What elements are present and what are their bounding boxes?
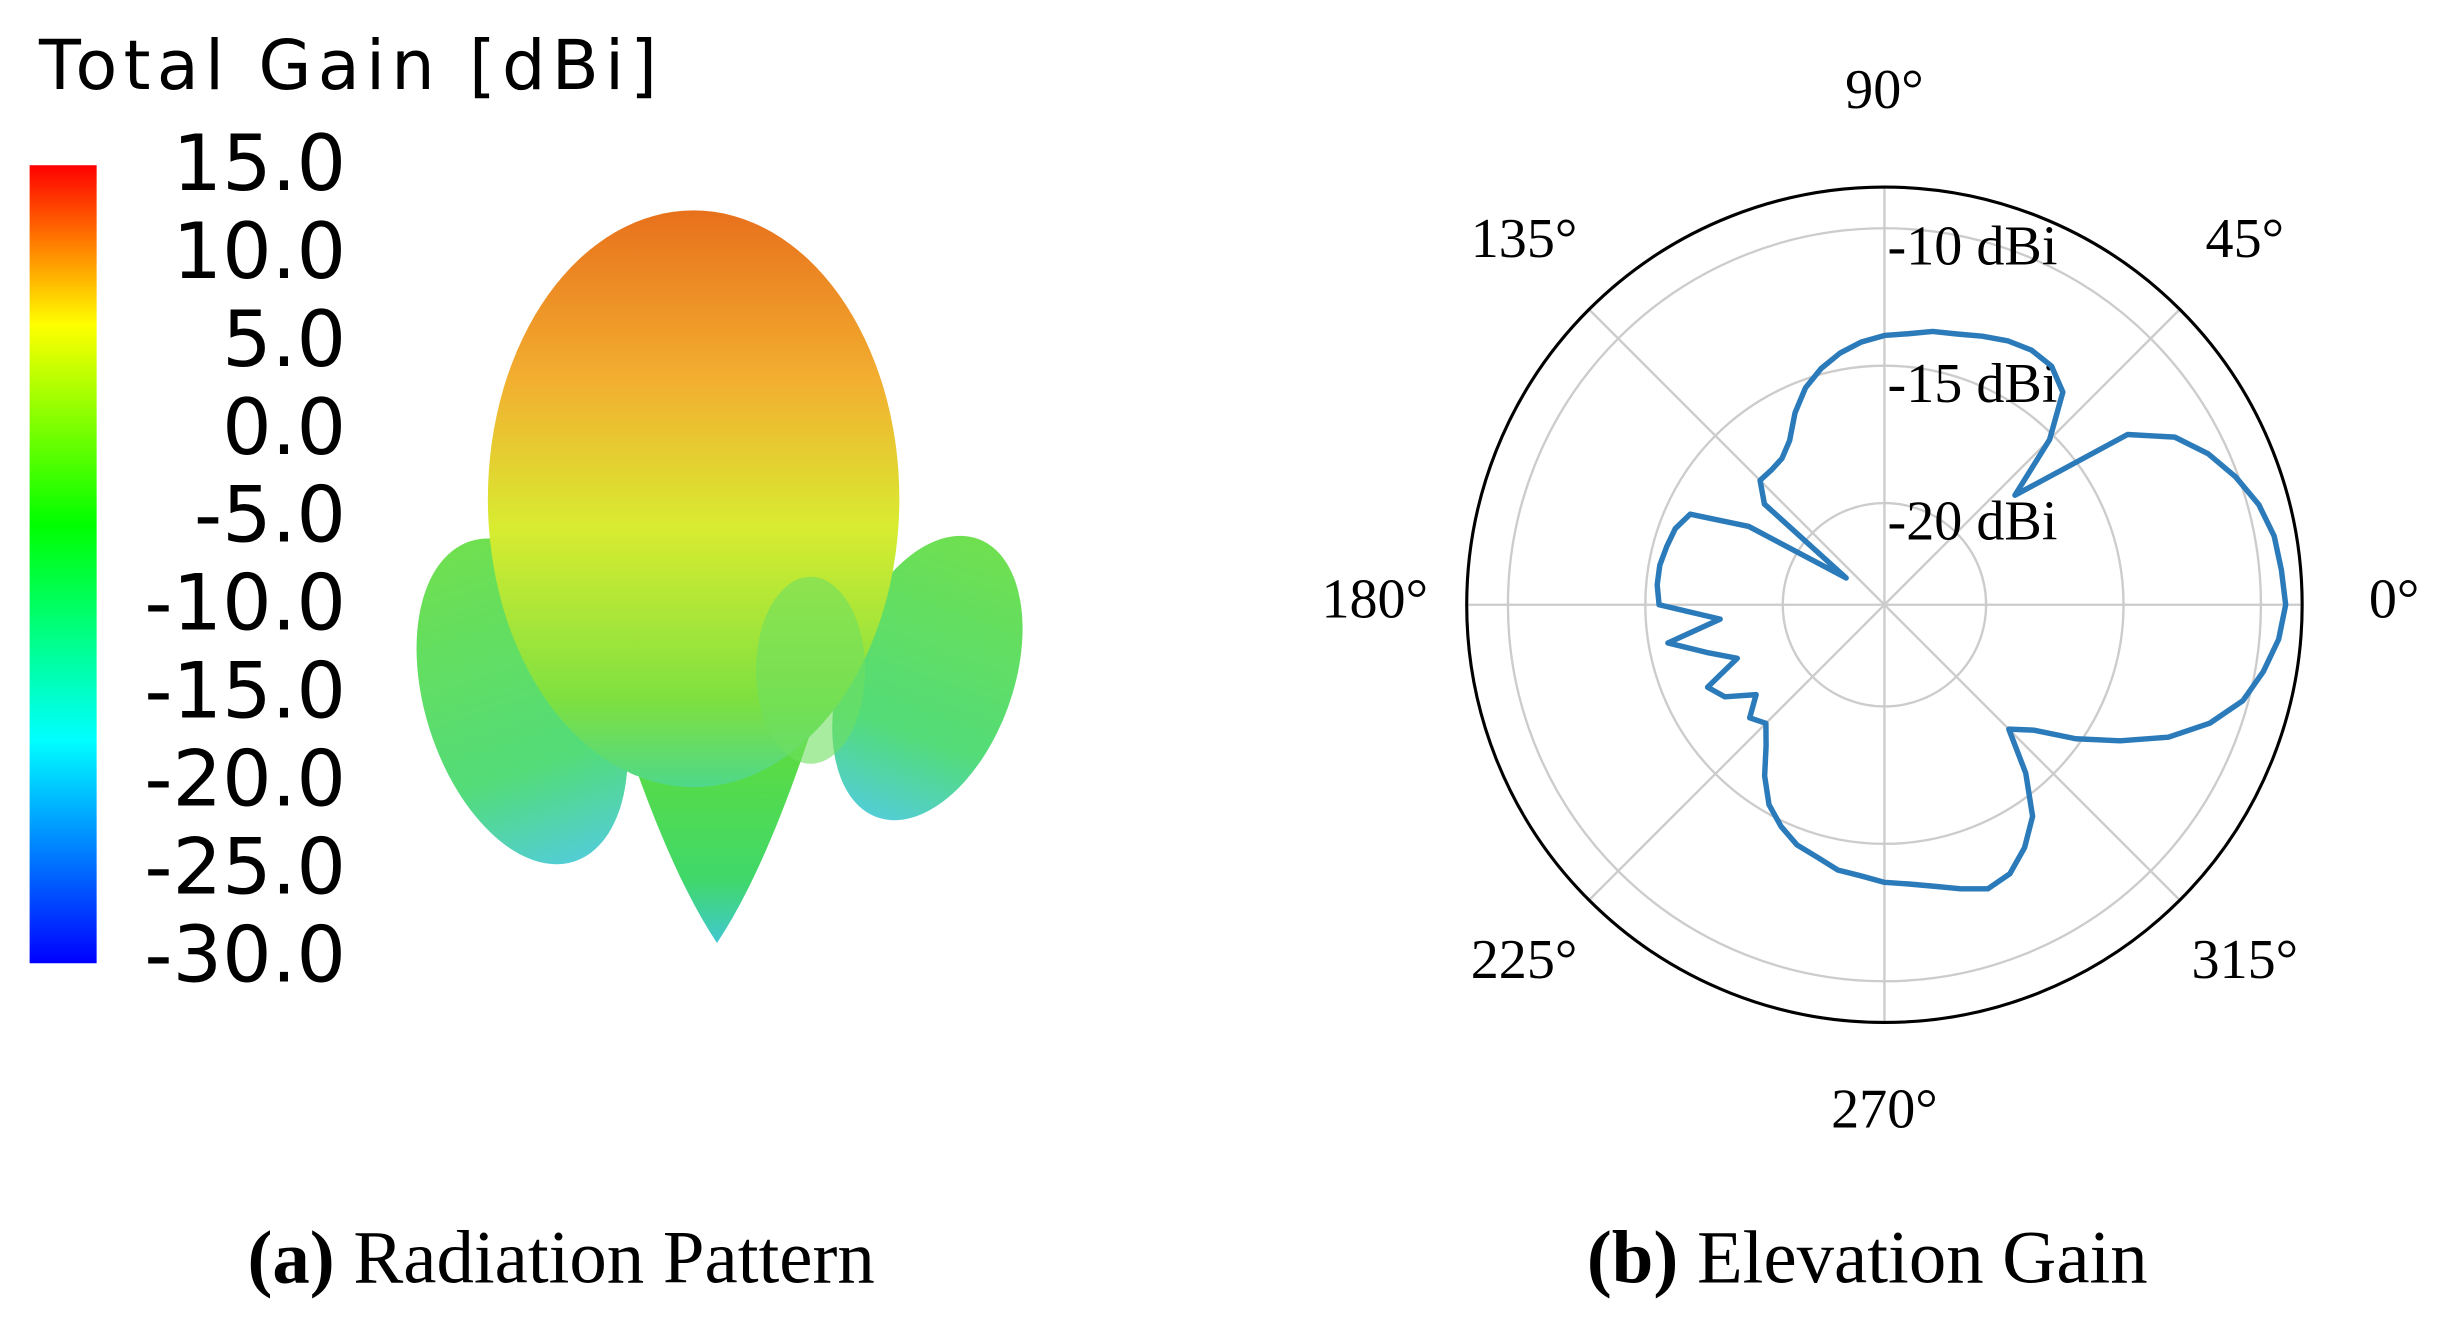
colorbar-tick-label: 0.0: [222, 383, 346, 473]
polar-frame: [1465, 185, 2304, 1025]
theta-tick-label: 135°: [1471, 208, 1578, 270]
colorbar: [29, 165, 97, 964]
colorbar-tick-label: -25.0: [144, 823, 346, 913]
theta-tick-label: 270°: [1831, 1078, 1938, 1140]
r-tick-label: -20 dBi: [1888, 490, 2058, 552]
r-tick-label: -10 dBi: [1888, 216, 2058, 278]
side-lobe: [755, 576, 866, 764]
caption-text: Radiation Pattern: [353, 1217, 874, 1300]
caption: (a) Radiation Pattern: [247, 1217, 874, 1300]
r-tick-label: -15 dBi: [1888, 353, 2058, 415]
caption-tag: (b): [1587, 1217, 1678, 1300]
pattern-3d: [416, 210, 1023, 943]
grid-spoke: [1588, 603, 1886, 901]
theta-tick-label: 315°: [2192, 929, 2299, 991]
colorbar-tick-label: -30.0: [144, 911, 346, 1001]
caption: (b) Elevation Gain: [1587, 1217, 2148, 1300]
colorbar-tick-label: -15.0: [144, 647, 346, 737]
colorbar-tick-label: -5.0: [194, 471, 346, 561]
theta-tick-label: 225°: [1471, 929, 1578, 991]
theta-tick-label: 90°: [1845, 59, 1924, 121]
caption-tag: (a): [247, 1217, 334, 1300]
colorbar-tick-label: 15.0: [173, 119, 347, 209]
colorbar-tick-label: 5.0: [222, 295, 346, 385]
theta-tick-label: 0°: [2369, 569, 2420, 631]
theta-tick-label: 180°: [1321, 569, 1428, 631]
gain-curve: [1654, 328, 2289, 892]
grid-spoke: [1883, 603, 2181, 901]
colorbar-tick-label: -10.0: [144, 559, 346, 649]
grid-spoke: [1883, 308, 2181, 606]
colorbar-tick-label: -20.0: [144, 735, 346, 825]
theta-tick-label: 45°: [2206, 208, 2285, 270]
colorbar-title: Total Gain [dBi]: [38, 26, 663, 106]
caption-text: Elevation Gain: [1697, 1217, 2148, 1300]
grid-spoke: [1588, 308, 1886, 606]
colorbar-tick-label: 10.0: [173, 207, 347, 297]
